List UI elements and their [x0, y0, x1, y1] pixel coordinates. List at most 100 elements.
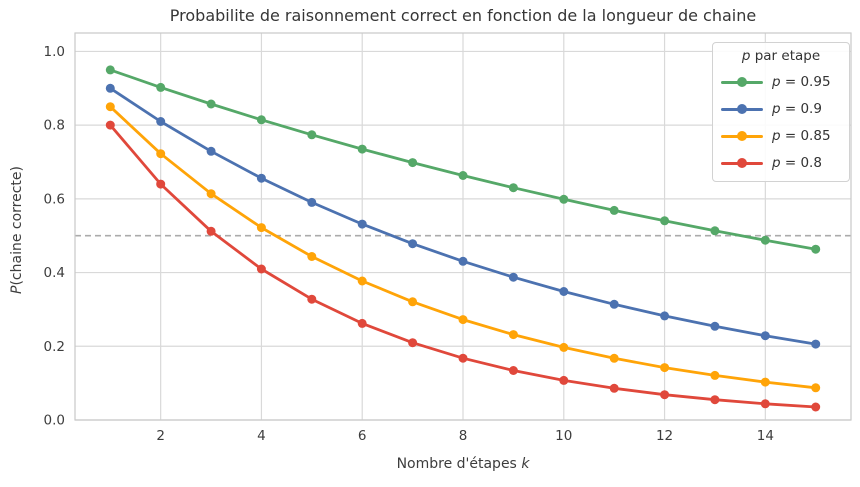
data-point — [458, 353, 468, 363]
data-point — [256, 173, 266, 183]
data-point — [105, 65, 115, 75]
data-point — [609, 353, 619, 363]
x-tick-label: 12 — [656, 428, 673, 444]
data-point — [559, 342, 569, 352]
legend-line-swatch — [721, 131, 763, 141]
legend-item-label: p = 0.8 — [772, 155, 822, 171]
data-point — [156, 82, 166, 92]
data-point — [408, 297, 418, 307]
data-point — [710, 321, 720, 331]
axes-spines — [74, 32, 852, 421]
data-point — [660, 216, 670, 226]
data-point — [559, 194, 569, 204]
legend-marker-dot — [737, 104, 747, 114]
data-point — [811, 402, 821, 412]
data-point — [206, 226, 216, 236]
data-point — [508, 330, 518, 340]
data-point — [811, 244, 821, 254]
data-point — [811, 339, 821, 349]
data-point — [660, 363, 670, 373]
x-axis-label-text: Nombre d'étapes — [396, 456, 522, 472]
legend-item-p-0.85: p = 0.85 — [721, 127, 841, 145]
y-axis-label-text: (chaine correcte) — [9, 166, 25, 286]
data-point — [508, 272, 518, 282]
x-tick-label: 6 — [358, 428, 367, 444]
tick-labels: 2 4 6 8 10 12 14 0.0 0.2 0.4 0.6 0.8 1.0 — [44, 44, 774, 444]
x-tick-label: 8 — [459, 428, 468, 444]
data-point — [307, 130, 317, 140]
data-point — [256, 264, 266, 274]
data-point — [660, 390, 670, 400]
y-axis-label-variable: P — [9, 285, 25, 294]
y-tick-label: 0.2 — [44, 339, 65, 355]
data-point — [559, 375, 569, 385]
x-tick-label: 4 — [257, 428, 266, 444]
legend-marker-dot — [737, 131, 747, 141]
legend-title-text: par etape — [750, 48, 821, 64]
data-point — [710, 226, 720, 236]
series-p-0.95 — [105, 65, 821, 254]
data-point — [710, 370, 720, 380]
series-p-0.8 — [105, 120, 821, 412]
data-point — [206, 99, 216, 109]
legend-line-swatch — [721, 77, 763, 87]
y-tick-label: 0.4 — [44, 265, 65, 281]
data-point — [609, 299, 619, 309]
y-tick-label: 0.6 — [44, 191, 65, 207]
x-axis-label: Nombre d'étapes k — [75, 456, 851, 472]
legend-title-variable: p — [741, 48, 751, 64]
legend-item-p-0.95: p = 0.95 — [721, 73, 841, 91]
y-axis-label: P(chaine correcte) — [9, 120, 31, 340]
legend-item-p-0.8: p = 0.8 — [721, 154, 841, 172]
y-tick-label: 0.0 — [44, 413, 65, 429]
legend-line-swatch — [721, 104, 763, 114]
data-point — [206, 146, 216, 156]
data-point — [660, 311, 670, 321]
data-point — [458, 171, 468, 180]
data-point — [408, 158, 418, 168]
data-point — [156, 179, 166, 189]
data-point — [357, 219, 367, 229]
x-tick-label: 14 — [757, 428, 774, 444]
x-tick-label: 2 — [156, 428, 165, 444]
y-tick-label: 0.8 — [44, 118, 65, 134]
data-point — [105, 83, 115, 93]
data-point — [408, 338, 418, 348]
data-point — [508, 366, 518, 375]
data-point — [357, 318, 367, 328]
data-point — [760, 377, 770, 387]
legend-title: p par etape — [721, 48, 841, 64]
gridlines — [75, 33, 851, 421]
legend-entries: p = 0.95 p = 0.9 p = 0.85 p = 0.8 — [721, 73, 841, 172]
data-point — [458, 315, 468, 325]
data-point — [357, 276, 367, 286]
data-point — [508, 183, 518, 193]
data-point — [256, 223, 266, 233]
data-point — [256, 115, 266, 125]
data-point — [760, 331, 770, 341]
legend-marker-dot — [737, 158, 747, 168]
legend: p par etape p = 0.95 p = 0.9 p = 0.85 p = 0… — [712, 42, 850, 182]
legend-item-label: p = 0.95 — [772, 74, 831, 90]
legend-item-label: p = 0.85 — [772, 128, 831, 144]
data-point — [307, 294, 317, 304]
x-tick-label: 10 — [555, 428, 572, 444]
x-axis-label-variable: k — [521, 456, 530, 472]
chart-title: Probabilite de raisonnement correct en f… — [169, 6, 757, 25]
legend-line-swatch — [721, 158, 763, 168]
legend-marker-dot — [737, 77, 747, 87]
data-point — [609, 383, 619, 393]
data-point — [811, 383, 821, 393]
data-point — [156, 117, 166, 126]
data-point — [609, 205, 619, 215]
data-point — [307, 252, 317, 261]
data-point — [105, 120, 115, 130]
legend-item-p-0.9: p = 0.9 — [721, 100, 841, 118]
series-p-0.85 — [105, 102, 821, 393]
data-point — [408, 239, 418, 249]
legend-item-label: p = 0.9 — [772, 101, 822, 117]
data-point — [760, 399, 770, 409]
series-p-0.9 — [105, 83, 821, 349]
